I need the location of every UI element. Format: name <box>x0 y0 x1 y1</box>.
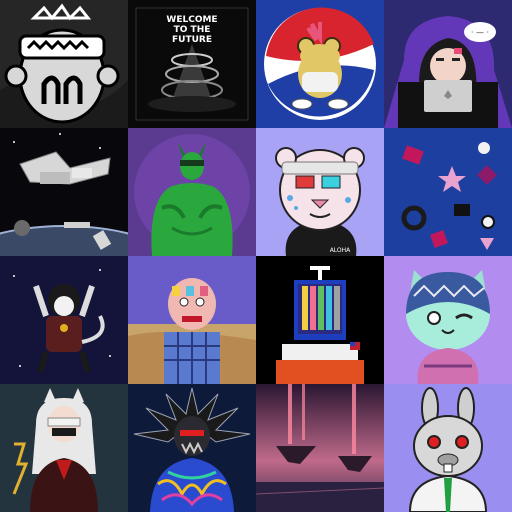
floating-islands-image <box>256 384 384 512</box>
desert-creature-image <box>128 256 256 384</box>
tile-floating-islands[interactable] <box>256 384 384 512</box>
frog-on-logo-image <box>256 0 384 128</box>
welcome-line-2: TO THE <box>174 25 211 35</box>
winking-cat-image <box>384 256 512 384</box>
tile-aloha-leopard[interactable]: ALOHA <box>256 128 384 256</box>
speech-bubble-text: · — · <box>471 28 489 37</box>
space-station-image <box>0 128 128 256</box>
shirt-text: ALOHA <box>330 247 351 254</box>
tile-hooded-hacker[interactable]: · — · <box>384 0 512 128</box>
tile-winking-cat[interactable] <box>384 256 512 384</box>
hooded-hacker-image: · — · <box>384 0 512 128</box>
tile-green-alien[interactable] <box>128 128 256 256</box>
green-alien-image <box>128 128 256 256</box>
tile-welcome-to-the-future[interactable]: WELCOME TO THE FUTURE <box>128 0 256 128</box>
pixel-astronaut-image <box>256 256 384 384</box>
geometric-shapes-image <box>384 128 512 256</box>
welcome-future-image: WELCOME TO THE FUTURE <box>128 0 256 128</box>
tile-spiked-warrior[interactable] <box>128 384 256 512</box>
spiked-warrior-image <box>128 384 256 512</box>
tile-space-station[interactable] <box>0 128 128 256</box>
astro-lemur-image <box>0 256 128 384</box>
tile-wolf-girl[interactable] <box>0 384 128 512</box>
doodle-monkey-image <box>0 0 128 128</box>
wolf-girl-image <box>0 384 128 512</box>
welcome-line-3: FUTURE <box>172 35 212 45</box>
silver-rabbit-image <box>384 384 512 512</box>
tile-astro-lemur[interactable] <box>0 256 128 384</box>
tile-silver-rabbit[interactable] <box>384 384 512 512</box>
aloha-leopard-image: ALOHA <box>256 128 384 256</box>
tile-frog-on-logo[interactable] <box>256 0 384 128</box>
tile-doodle-monkey[interactable] <box>0 0 128 128</box>
tile-pixel-astronaut[interactable] <box>256 256 384 384</box>
tile-geometric-shapes[interactable] <box>384 128 512 256</box>
tile-desert-creature[interactable] <box>128 256 256 384</box>
welcome-line-1: WELCOME <box>166 15 217 25</box>
